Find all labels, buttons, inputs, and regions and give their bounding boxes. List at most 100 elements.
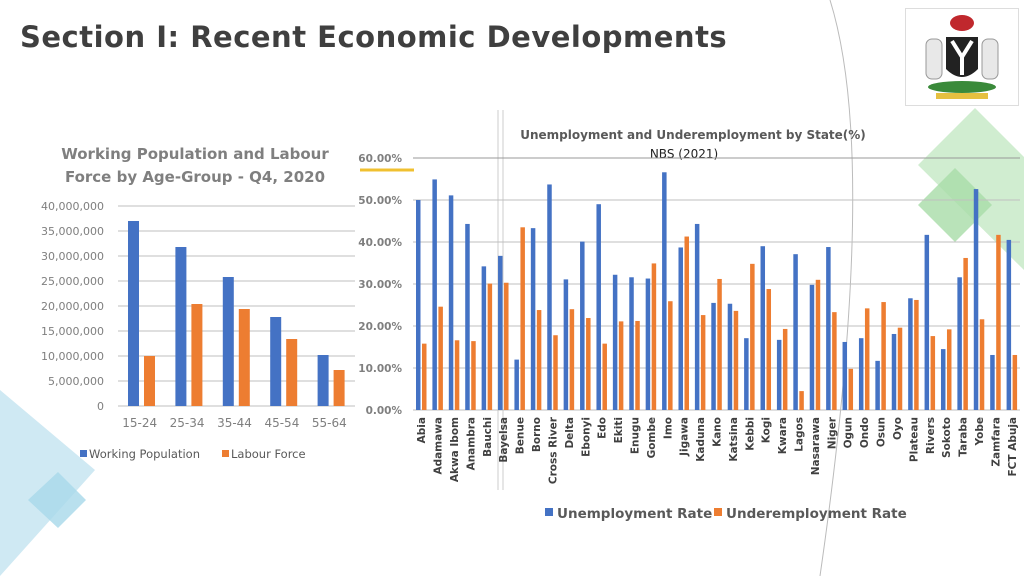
bar-underemployment: [635, 320, 640, 410]
y-tick-label: 30.00%: [358, 279, 402, 291]
bar-underemployment: [602, 343, 607, 410]
y-tick-label: 0.00%: [366, 405, 403, 417]
y-tick-label: 10,000,000: [41, 350, 104, 363]
x-tick-label: Ekiti: [613, 417, 625, 443]
x-tick-label: Adamawa: [433, 417, 445, 475]
bar-working-population: [222, 277, 234, 406]
bar-underemployment: [422, 343, 427, 410]
x-tick-label: Akwa Ibom: [449, 417, 461, 482]
x-tick-label: Sokoto: [941, 417, 953, 458]
legend-swatch: [222, 450, 229, 457]
bar-unemployment: [612, 274, 618, 410]
bar-underemployment: [733, 310, 739, 410]
x-tick-label: 45-54: [264, 416, 299, 430]
y-tick-label: 40.00%: [358, 237, 402, 249]
bar-unemployment: [530, 228, 536, 410]
decor-arc: [819, 0, 854, 576]
y-tick-label: 25,000,000: [41, 275, 104, 288]
x-tick-label: Oyo: [892, 417, 904, 440]
y-tick-label: 35,000,000: [41, 225, 104, 238]
bar-unemployment: [547, 184, 552, 410]
x-tick-label: Edo: [597, 417, 609, 439]
bar-unemployment: [465, 223, 470, 410]
bar-labour-force: [286, 339, 298, 406]
bar-unemployment: [973, 189, 979, 410]
x-tick-label: Delta: [564, 417, 576, 449]
bar-unemployment: [629, 277, 634, 410]
y-tick-label: 5,000,000: [48, 375, 104, 388]
x-tick-label: Cross River: [547, 416, 559, 484]
bar-underemployment: [848, 368, 854, 410]
x-tick-label: Nasarawa: [810, 417, 822, 475]
decor-diamond-blue: [28, 472, 86, 528]
bar-unemployment: [727, 303, 733, 410]
bar-underemployment: [651, 263, 657, 410]
bar-unemployment: [694, 223, 700, 410]
bar-underemployment: [668, 301, 673, 410]
bar-unemployment: [908, 298, 913, 410]
bar-underemployment: [832, 312, 837, 410]
coat-of-arms-logo: [905, 8, 1019, 106]
bar-working-population: [175, 247, 187, 406]
bar-underemployment: [750, 263, 755, 410]
x-tick-label: Zamfara: [990, 417, 1002, 467]
bar-unemployment: [514, 359, 519, 410]
bar-underemployment: [717, 278, 722, 410]
bar-unemployment: [875, 360, 880, 410]
bar-labour-force: [144, 356, 155, 406]
slide-title: Section I: Recent Economic Developments: [20, 20, 728, 54]
x-tick-label: Katsina: [728, 417, 740, 462]
chart-title: Force by Age-Group - Q4, 2020: [65, 168, 325, 186]
x-tick-label: Rivers: [925, 417, 937, 454]
x-tick-label: Imo: [662, 417, 674, 439]
bar-working-population: [270, 317, 282, 406]
x-tick-label: Jigawa: [679, 417, 691, 457]
x-tick-label: Osun: [876, 417, 888, 447]
legend-swatch: [80, 450, 87, 457]
x-tick-label: 55-64: [312, 416, 347, 430]
bar-underemployment: [553, 335, 558, 410]
decor-diamond-green-small: [918, 168, 992, 242]
x-tick-label: Kaduna: [695, 417, 707, 462]
y-tick-label: 10.00%: [358, 363, 402, 375]
bar-unemployment: [1006, 239, 1012, 410]
bar-underemployment: [454, 340, 460, 410]
bar-working-population: [317, 355, 329, 406]
bar-underemployment: [569, 309, 575, 410]
bar-underemployment: [897, 327, 903, 410]
bar-unemployment: [580, 241, 585, 410]
bar-labour-force: [238, 309, 250, 406]
bar-underemployment: [914, 299, 919, 410]
bar-unemployment: [858, 338, 864, 410]
bar-labour-force: [191, 304, 203, 406]
bar-unemployment: [826, 247, 831, 410]
bar-underemployment: [586, 318, 591, 410]
x-tick-label: 35-44: [217, 416, 252, 430]
bar-unemployment: [891, 333, 897, 410]
x-tick-label: Kano: [712, 417, 724, 447]
x-tick-label: Benue: [515, 417, 527, 454]
bar-unemployment: [563, 279, 569, 410]
x-tick-label: Bayelsa: [498, 417, 510, 463]
bar-unemployment: [776, 339, 782, 410]
coat-of-arms-icon: [925, 15, 999, 99]
bar-unemployment: [940, 349, 946, 410]
y-tick-label: 20.00%: [358, 321, 402, 333]
bar-underemployment: [700, 315, 706, 410]
y-tick-label: 40,000,000: [41, 200, 104, 213]
bar-underemployment: [782, 328, 788, 410]
bar-unemployment: [498, 255, 503, 410]
bar-unemployment: [793, 254, 798, 410]
bar-unemployment: [662, 172, 667, 410]
bar-underemployment: [536, 310, 542, 410]
bar-unemployment: [990, 354, 995, 410]
bar-underemployment: [766, 289, 772, 410]
x-tick-label: Ogun: [843, 417, 855, 448]
x-tick-label: Borno: [531, 417, 543, 452]
bar-underemployment: [1012, 354, 1018, 410]
legend-label: Unemployment Rate: [557, 506, 712, 522]
legend-label: Labour Force: [231, 447, 306, 461]
y-tick-label: 20,000,000: [41, 300, 104, 313]
bar-underemployment: [930, 336, 936, 410]
